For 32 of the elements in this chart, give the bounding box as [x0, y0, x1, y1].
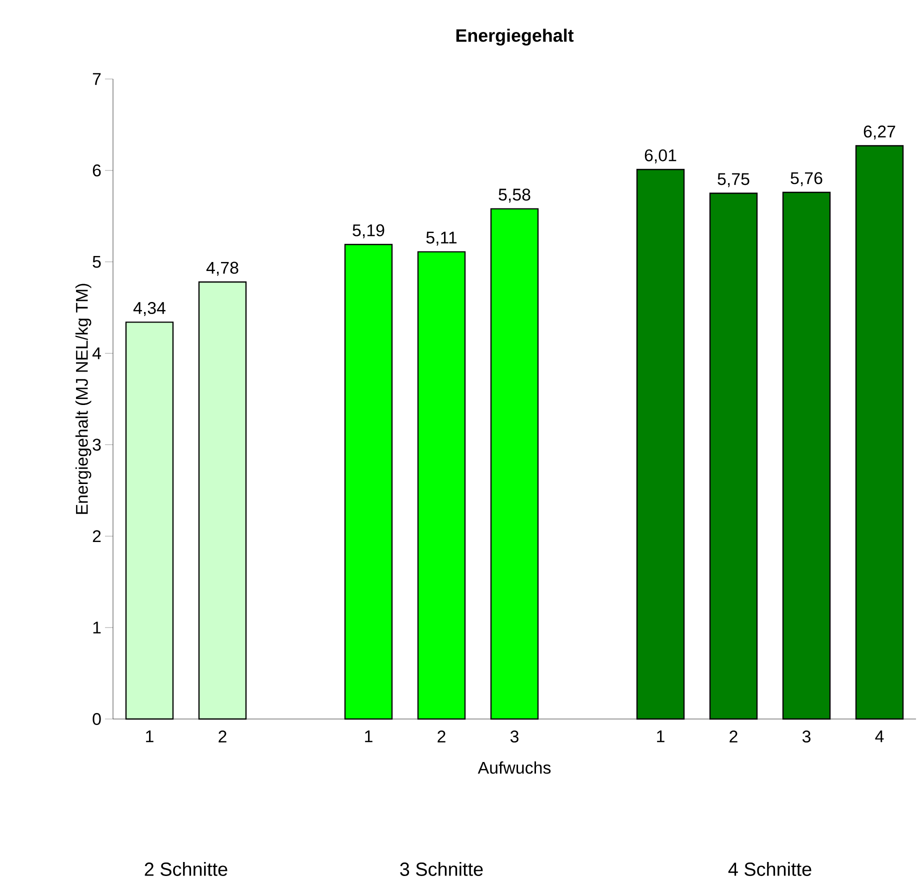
- text: 3 Schnitte: [400, 862, 483, 876]
- data-label: 6,01: [644, 149, 676, 164]
- y-tick-label: 0: [92, 713, 101, 725]
- y-axis-title: Energiegehalt (MJ NEL/kg TM): [75, 284, 92, 514]
- data-label: 5,11: [426, 232, 457, 246]
- x-tick-label: 2: [218, 730, 226, 742]
- data-label: 6,27: [864, 126, 896, 140]
- x-tick-label: 1: [146, 730, 154, 742]
- y-tick-label: 7: [92, 73, 101, 85]
- data-label: 4,78: [206, 262, 238, 276]
- y-tick-label: 5: [92, 256, 101, 268]
- x-tick-label: 2: [438, 730, 446, 742]
- y-tick-label: 4: [92, 347, 101, 360]
- x-tick-label: 1: [657, 730, 664, 742]
- y-tick-label: 1: [93, 622, 101, 634]
- x-tick-label: 3: [510, 730, 518, 743]
- data-label: 4,34: [133, 302, 166, 316]
- y-tick-label: 6: [92, 164, 101, 176]
- x-tick-label: 2: [730, 730, 738, 742]
- data-label: 5,76: [790, 172, 822, 186]
- y-tick-label: 2: [92, 530, 101, 542]
- x-tick-label: 4: [875, 730, 884, 742]
- data-label: 5,19: [352, 224, 384, 238]
- x-tick-label: 1: [365, 730, 372, 742]
- data-label: 5,75: [718, 173, 750, 188]
- x-tick-label: 3: [802, 730, 810, 743]
- data-label: 5,58: [498, 188, 530, 203]
- x-axis-title: Aufwuchs: [478, 761, 551, 774]
- text: 4 Schnitte: [728, 862, 812, 876]
- text: 2 Schnitte: [144, 862, 228, 876]
- y-tick-label: 3: [92, 438, 101, 451]
- chart-title: Energiegehalt: [456, 28, 574, 46]
